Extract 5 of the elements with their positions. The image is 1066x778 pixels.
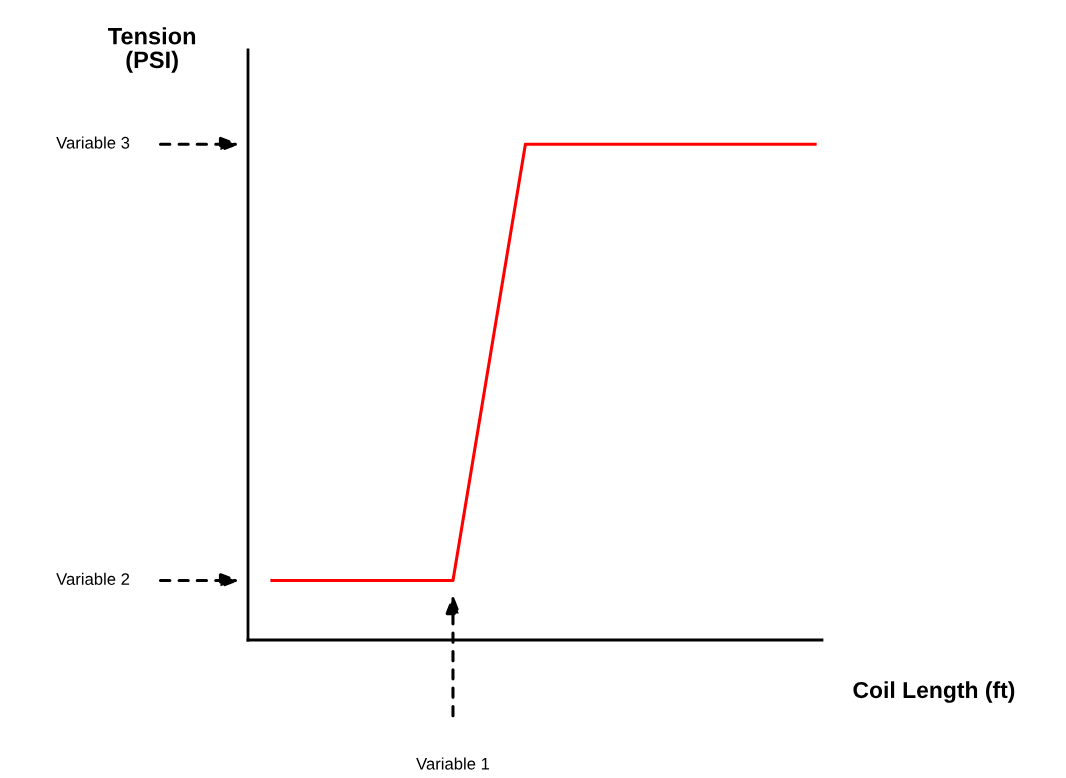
y-axis-title: Tension (PSI) bbox=[108, 27, 196, 73]
text: Variable 2 bbox=[56, 572, 130, 585]
text: Variable 3 bbox=[56, 136, 130, 149]
x-axis-title: Coil Length (ft) bbox=[853, 681, 1015, 703]
text: Variable 1 bbox=[416, 757, 490, 770]
